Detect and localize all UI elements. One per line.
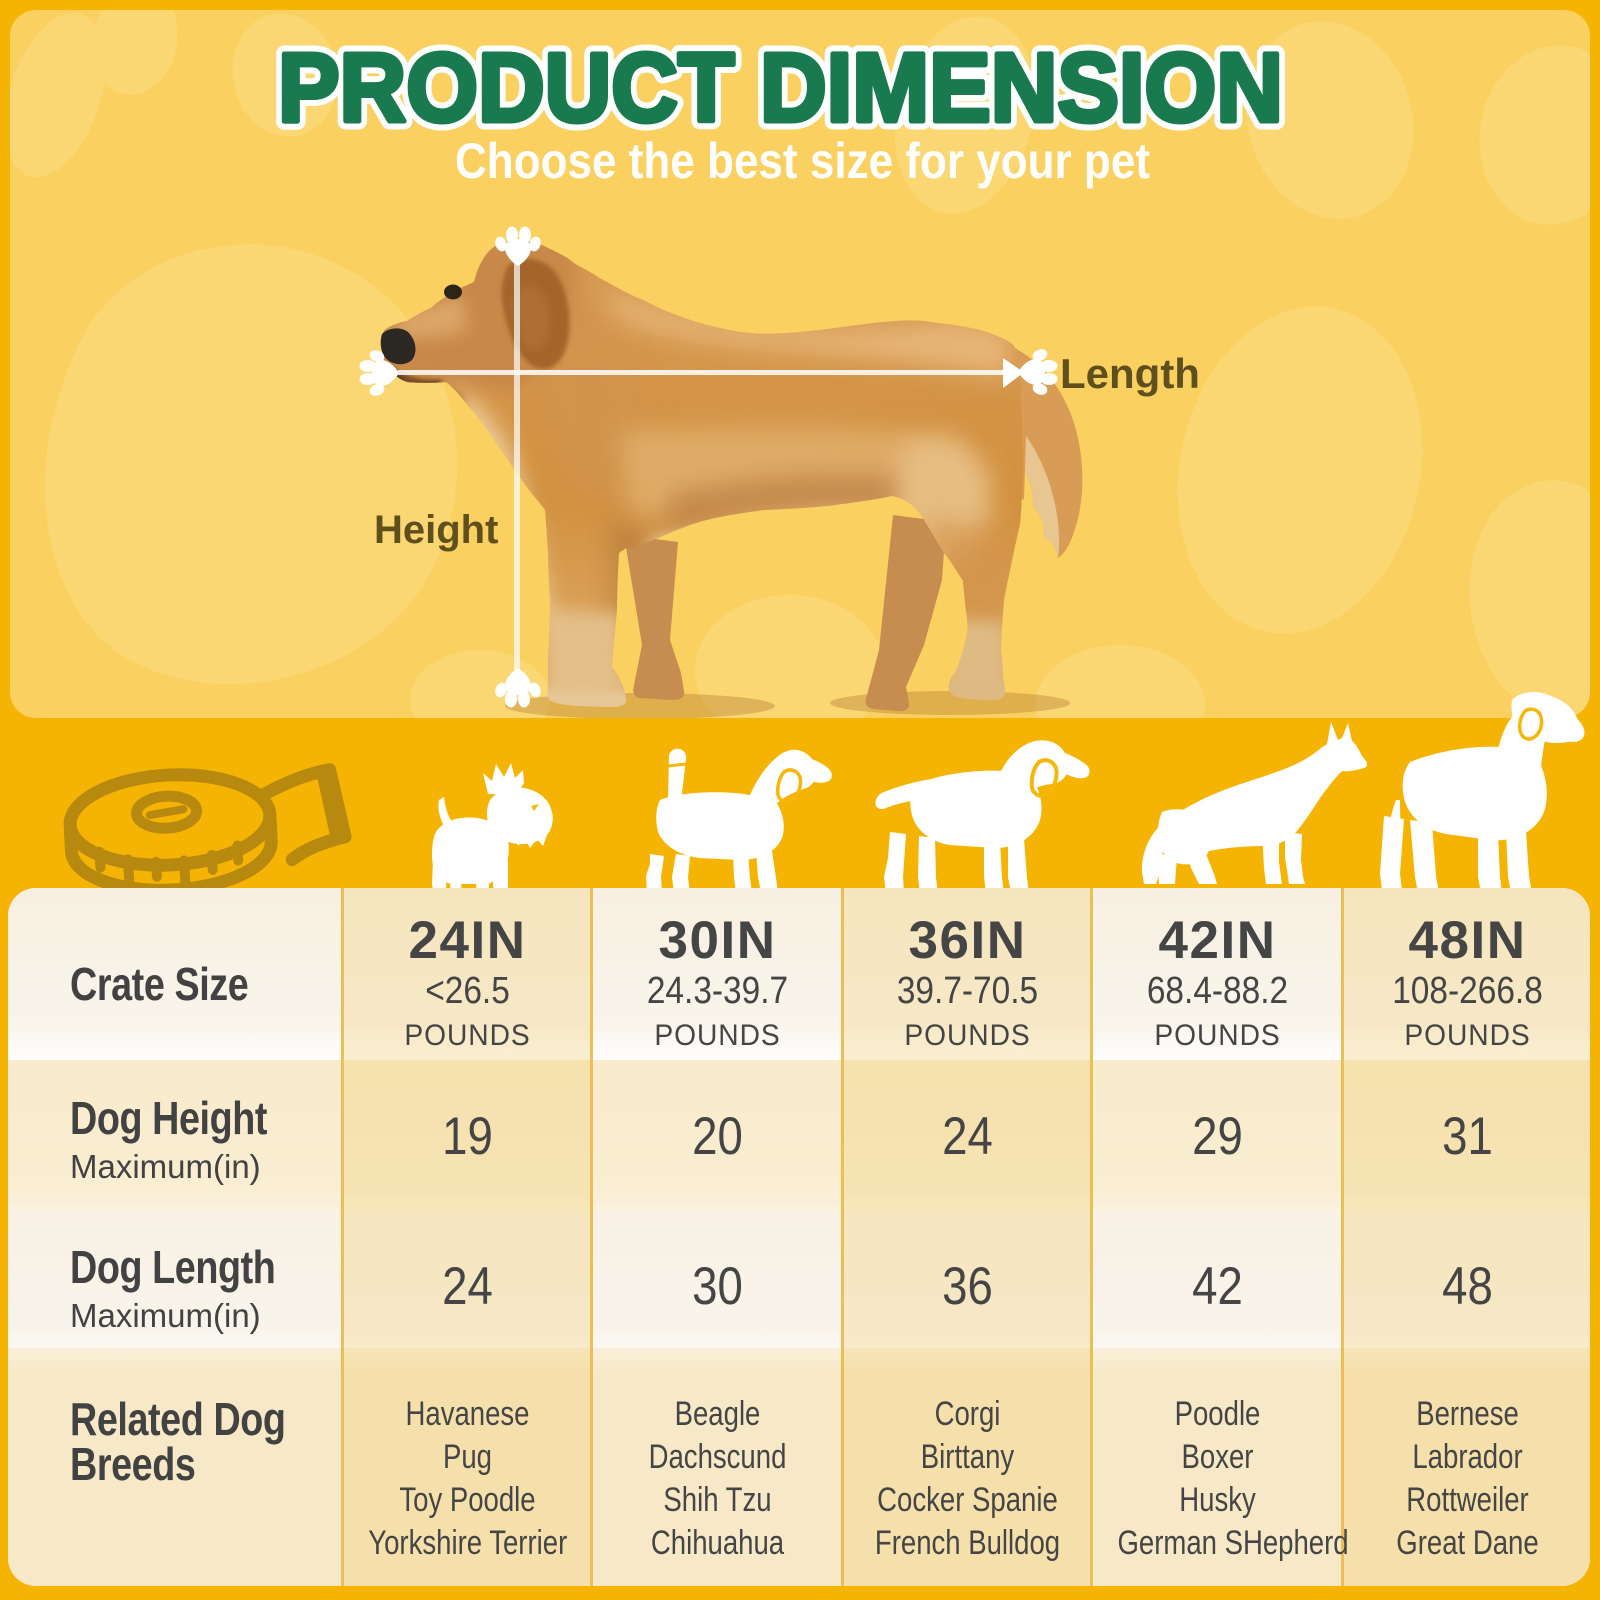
svg-text:PRODUCT DIMENSION: PRODUCT DIMENSION <box>278 33 1283 142</box>
svg-text:Choose the best size for your: Choose the best size for your pet <box>455 133 1150 189</box>
svg-text:Length: Length <box>1060 350 1200 397</box>
svg-text:Height: Height <box>374 508 498 552</box>
svg-text:PRODUCT DIMENSION: PRODUCT DIMENSION <box>278 33 1283 142</box>
